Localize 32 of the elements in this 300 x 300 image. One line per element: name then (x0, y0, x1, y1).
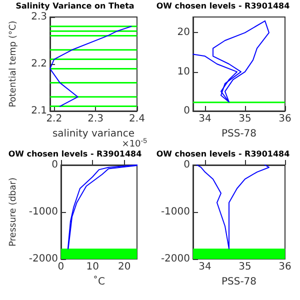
chart-title: OW chosen levels - R3901484 (8, 150, 142, 158)
y-tick-label: 2.2 (31, 58, 47, 70)
y-tick-label: 20 (177, 27, 190, 38)
x-tick-label: 2.3 (88, 114, 104, 124)
y-axis-title: Potential temp (°C) (8, 20, 18, 108)
y-tick-label: 2.3 (31, 12, 47, 22)
x-tick-label: 35 (238, 114, 252, 124)
x-axis-title: ˚C (92, 275, 105, 288)
x-axis-title: salinity variance (52, 128, 135, 140)
x-tick-label: 35 (238, 262, 252, 272)
x-tick-label: 2.4 (129, 114, 145, 124)
x-tick-label: 20 (118, 262, 131, 272)
y-tick-label: 10 (177, 66, 190, 78)
x-tick-label: 34 (198, 262, 212, 272)
x-tick-label: 34 (198, 114, 212, 124)
x-tick-label: 10 (86, 262, 100, 272)
x-tick-label: 36 (278, 262, 292, 272)
chart-title: OW chosen levels - R3901484 (156, 2, 290, 10)
y-axis-title: Pressure (dbar) (8, 178, 18, 246)
y-tick-label: -2000 (160, 254, 190, 264)
y-tick-label: 2.1 (31, 106, 47, 116)
y-tick-label: -2000 (28, 254, 58, 264)
x-axis-title: PSS-78 (221, 128, 257, 140)
chart-title: Salinity Variance on Theta (16, 2, 134, 10)
x-axis-title: PSS-78 (221, 276, 257, 288)
y-tick-label: 0 (52, 160, 58, 170)
y-tick-label: -1000 (28, 206, 58, 218)
y-tick-label: 0 (184, 160, 190, 170)
y-tick-label: -1000 (160, 206, 190, 218)
chart-title: OW chosen levels - R3901484 (156, 150, 290, 158)
x-tick-label: 36 (278, 114, 292, 124)
y-tick-label: 0 (184, 106, 190, 116)
